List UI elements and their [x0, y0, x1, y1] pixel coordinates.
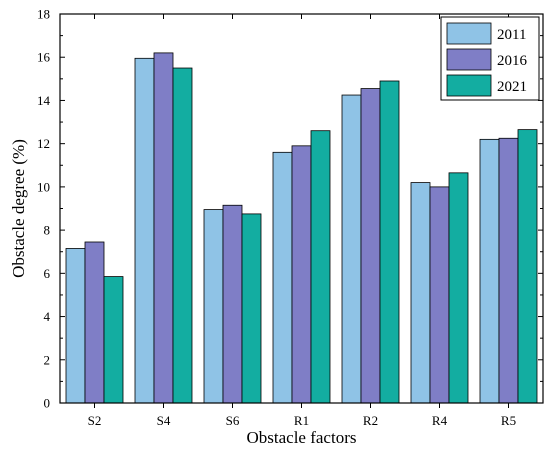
legend-label-2011: 2011 [497, 27, 526, 43]
bar-R4-2021 [448, 172, 469, 404]
y-tick-label: 14 [37, 93, 51, 108]
bar-R5-2021 [517, 129, 538, 404]
x-tick-label: S2 [88, 413, 102, 428]
y-tick-label: 16 [37, 50, 51, 65]
y-tick-label: 12 [37, 136, 50, 151]
bar-R4-2016 [429, 186, 450, 404]
x-tick-label: S6 [226, 413, 240, 428]
x-tick-label: R2 [363, 413, 378, 428]
bar-R2-2016 [360, 88, 381, 404]
legend-label-2021: 2021 [497, 79, 527, 95]
y-tick-label: 10 [37, 179, 50, 194]
x-axis-title: Obstacle factors [247, 428, 357, 447]
bar-S4-2016 [153, 52, 174, 404]
x-tick-label: R5 [501, 413, 516, 428]
bar-S2-2021 [103, 276, 124, 404]
bar-R4-2011 [410, 182, 431, 404]
x-tick-label: R1 [294, 413, 309, 428]
y-axis: 0 2 4 6 8 10 12 14 16 18 [37, 7, 543, 411]
bar-R1-2011 [272, 151, 293, 404]
x-tick-label: R4 [432, 413, 448, 428]
bar-S2-2011 [65, 248, 86, 404]
legend-swatch-2011 [446, 22, 492, 45]
y-axis-title: Obstacle degree (%) [9, 139, 28, 278]
bars-layer [65, 52, 538, 404]
legend: 2011 2016 2021 [440, 16, 540, 101]
bar-R5-2016 [498, 137, 519, 404]
bar-R1-2016 [291, 145, 312, 404]
y-tick-label: 8 [44, 223, 51, 238]
bar-S2-2016 [84, 241, 105, 404]
y-tick-label: 18 [37, 7, 50, 22]
bar-S6-2016 [222, 204, 243, 404]
x-axis: S2 S4 S6 R1 R2 R4 R5 [88, 14, 516, 428]
bar-S4-2021 [172, 67, 193, 404]
bar-S4-2011 [134, 57, 155, 404]
bar-S6-2011 [203, 209, 224, 404]
bar-S6-2021 [241, 213, 262, 404]
legend-label-2016: 2016 [497, 53, 528, 69]
y-tick-label: 2 [44, 352, 51, 367]
bar-R5-2011 [479, 138, 500, 404]
y-tick-label: 4 [44, 309, 51, 324]
bar-R1-2021 [310, 130, 331, 404]
legend-swatch-2021 [446, 74, 492, 97]
y-tick-label: 0 [44, 396, 51, 411]
bar-R2-2011 [341, 94, 362, 404]
bar-R2-2021 [379, 80, 400, 404]
legend-swatch-2016 [446, 48, 492, 71]
x-tick-label: S4 [157, 413, 171, 428]
y-tick-label: 6 [44, 266, 51, 281]
